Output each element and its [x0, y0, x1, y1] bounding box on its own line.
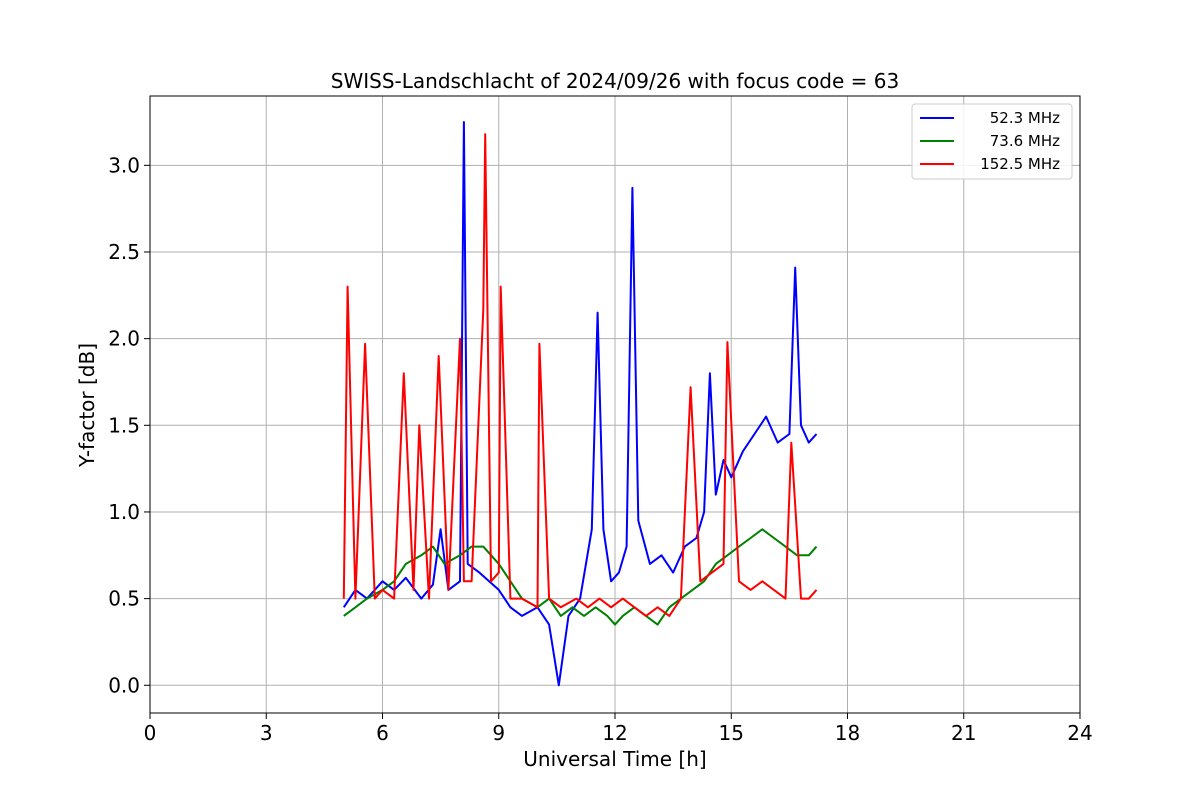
legend: 52.3 MHz 73.6 MHz 152.5 MHz [911, 103, 1073, 180]
x-tick-label: 12 [602, 721, 627, 745]
y-tick-label: 1.0 [108, 500, 140, 524]
x-tick-label: 15 [719, 721, 744, 745]
legend-box [911, 103, 1073, 180]
y-tick-label: 2.0 [108, 327, 140, 351]
legend-label: 73.6 MHz [990, 132, 1060, 150]
chart-title: SWISS-Landschlacht of 2024/09/26 with fo… [331, 69, 899, 93]
x-tick-label: 24 [1067, 721, 1092, 745]
y-tick-label: 0.0 [108, 673, 140, 697]
y-axis-label: Y-factor [dB] [75, 343, 99, 468]
x-tick-label: 6 [376, 721, 389, 745]
series-line-1 [342, 121, 818, 687]
y-tick-label: 2.5 [108, 240, 140, 264]
x-axis-ticks: 0 3 6 9 12 15 18 21 24 [144, 713, 1093, 745]
y-axis-ticks: 0.0 0.5 1.0 1.5 2.0 2.5 3.0 [108, 153, 150, 697]
x-tick-label: 18 [835, 721, 860, 745]
y-tick-label: 3.0 [108, 153, 140, 177]
x-tick-label: 0 [144, 721, 157, 745]
legend-label: 52.3 MHz [990, 109, 1060, 127]
y-tick-label: 0.5 [108, 587, 140, 611]
y-tick-label: 1.5 [108, 413, 140, 437]
legend-label: 152.5 MHz [980, 155, 1060, 173]
series-layer [342, 121, 818, 687]
x-tick-label: 3 [260, 721, 273, 745]
series-line-3 [342, 133, 818, 617]
x-tick-label: 9 [492, 721, 505, 745]
x-axis-label: Universal Time [h] [523, 747, 706, 771]
x-tick-label: 21 [951, 721, 976, 745]
series-line-2 [343, 528, 818, 626]
